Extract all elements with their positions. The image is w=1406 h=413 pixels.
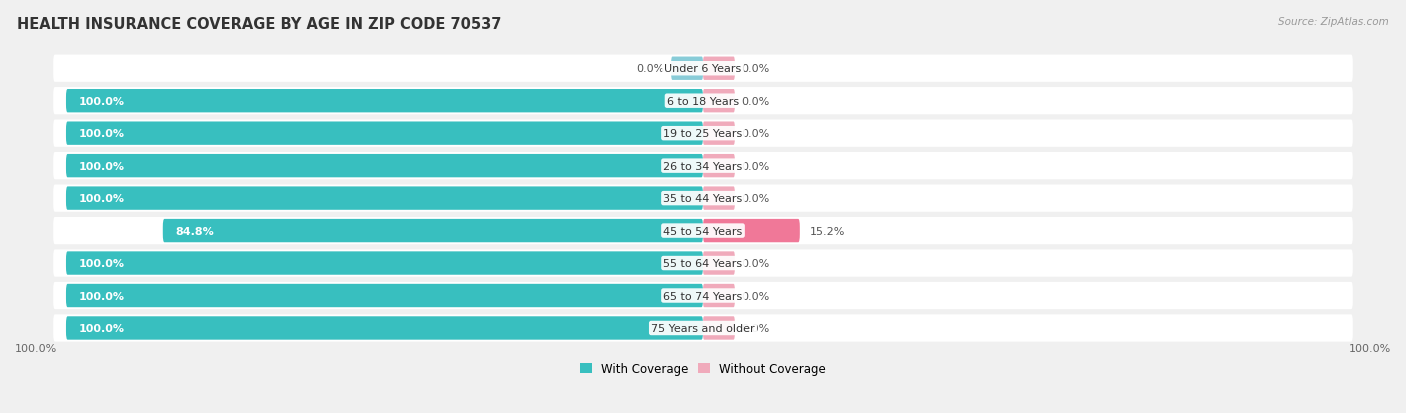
FancyBboxPatch shape [53, 282, 1353, 309]
FancyBboxPatch shape [163, 219, 703, 243]
Text: 100.0%: 100.0% [15, 343, 58, 353]
FancyBboxPatch shape [53, 88, 1353, 115]
Text: HEALTH INSURANCE COVERAGE BY AGE IN ZIP CODE 70537: HEALTH INSURANCE COVERAGE BY AGE IN ZIP … [17, 17, 502, 31]
Text: 55 to 64 Years: 55 to 64 Years [664, 259, 742, 268]
FancyBboxPatch shape [53, 120, 1353, 147]
Legend: With Coverage, Without Coverage: With Coverage, Without Coverage [575, 357, 831, 380]
FancyBboxPatch shape [53, 217, 1353, 244]
FancyBboxPatch shape [66, 316, 703, 340]
Text: Source: ZipAtlas.com: Source: ZipAtlas.com [1278, 17, 1389, 26]
FancyBboxPatch shape [66, 90, 703, 113]
FancyBboxPatch shape [66, 122, 703, 145]
Text: 100.0%: 100.0% [79, 161, 125, 171]
Text: 65 to 74 Years: 65 to 74 Years [664, 291, 742, 301]
Text: 0.0%: 0.0% [741, 291, 769, 301]
FancyBboxPatch shape [66, 284, 703, 307]
FancyBboxPatch shape [703, 154, 735, 178]
Text: 100.0%: 100.0% [79, 97, 125, 107]
Text: 26 to 34 Years: 26 to 34 Years [664, 161, 742, 171]
Text: 0.0%: 0.0% [741, 97, 769, 107]
FancyBboxPatch shape [53, 250, 1353, 277]
FancyBboxPatch shape [703, 90, 735, 113]
Text: 0.0%: 0.0% [637, 64, 665, 74]
FancyBboxPatch shape [66, 252, 703, 275]
FancyBboxPatch shape [703, 316, 735, 340]
Text: 45 to 54 Years: 45 to 54 Years [664, 226, 742, 236]
FancyBboxPatch shape [703, 252, 735, 275]
Text: 100.0%: 100.0% [1348, 343, 1391, 353]
FancyBboxPatch shape [703, 219, 800, 243]
Text: 75 Years and older: 75 Years and older [651, 323, 755, 333]
Text: 0.0%: 0.0% [741, 161, 769, 171]
Text: 100.0%: 100.0% [79, 291, 125, 301]
FancyBboxPatch shape [703, 57, 735, 81]
Text: 19 to 25 Years: 19 to 25 Years [664, 129, 742, 139]
FancyBboxPatch shape [703, 284, 735, 307]
FancyBboxPatch shape [703, 122, 735, 145]
Text: 0.0%: 0.0% [741, 129, 769, 139]
Text: 0.0%: 0.0% [741, 64, 769, 74]
Text: 0.0%: 0.0% [741, 259, 769, 268]
Text: Under 6 Years: Under 6 Years [665, 64, 741, 74]
Text: 15.2%: 15.2% [810, 226, 845, 236]
FancyBboxPatch shape [53, 185, 1353, 212]
FancyBboxPatch shape [53, 153, 1353, 180]
Text: 100.0%: 100.0% [79, 259, 125, 268]
Text: 100.0%: 100.0% [79, 323, 125, 333]
FancyBboxPatch shape [66, 154, 703, 178]
Text: 0.0%: 0.0% [741, 194, 769, 204]
Text: 84.8%: 84.8% [176, 226, 214, 236]
Text: 6 to 18 Years: 6 to 18 Years [666, 97, 740, 107]
Text: 35 to 44 Years: 35 to 44 Years [664, 194, 742, 204]
FancyBboxPatch shape [53, 315, 1353, 342]
Text: 100.0%: 100.0% [79, 129, 125, 139]
FancyBboxPatch shape [703, 187, 735, 210]
FancyBboxPatch shape [671, 57, 703, 81]
Text: 0.0%: 0.0% [741, 323, 769, 333]
FancyBboxPatch shape [66, 187, 703, 210]
FancyBboxPatch shape [53, 55, 1353, 83]
Text: 100.0%: 100.0% [79, 194, 125, 204]
